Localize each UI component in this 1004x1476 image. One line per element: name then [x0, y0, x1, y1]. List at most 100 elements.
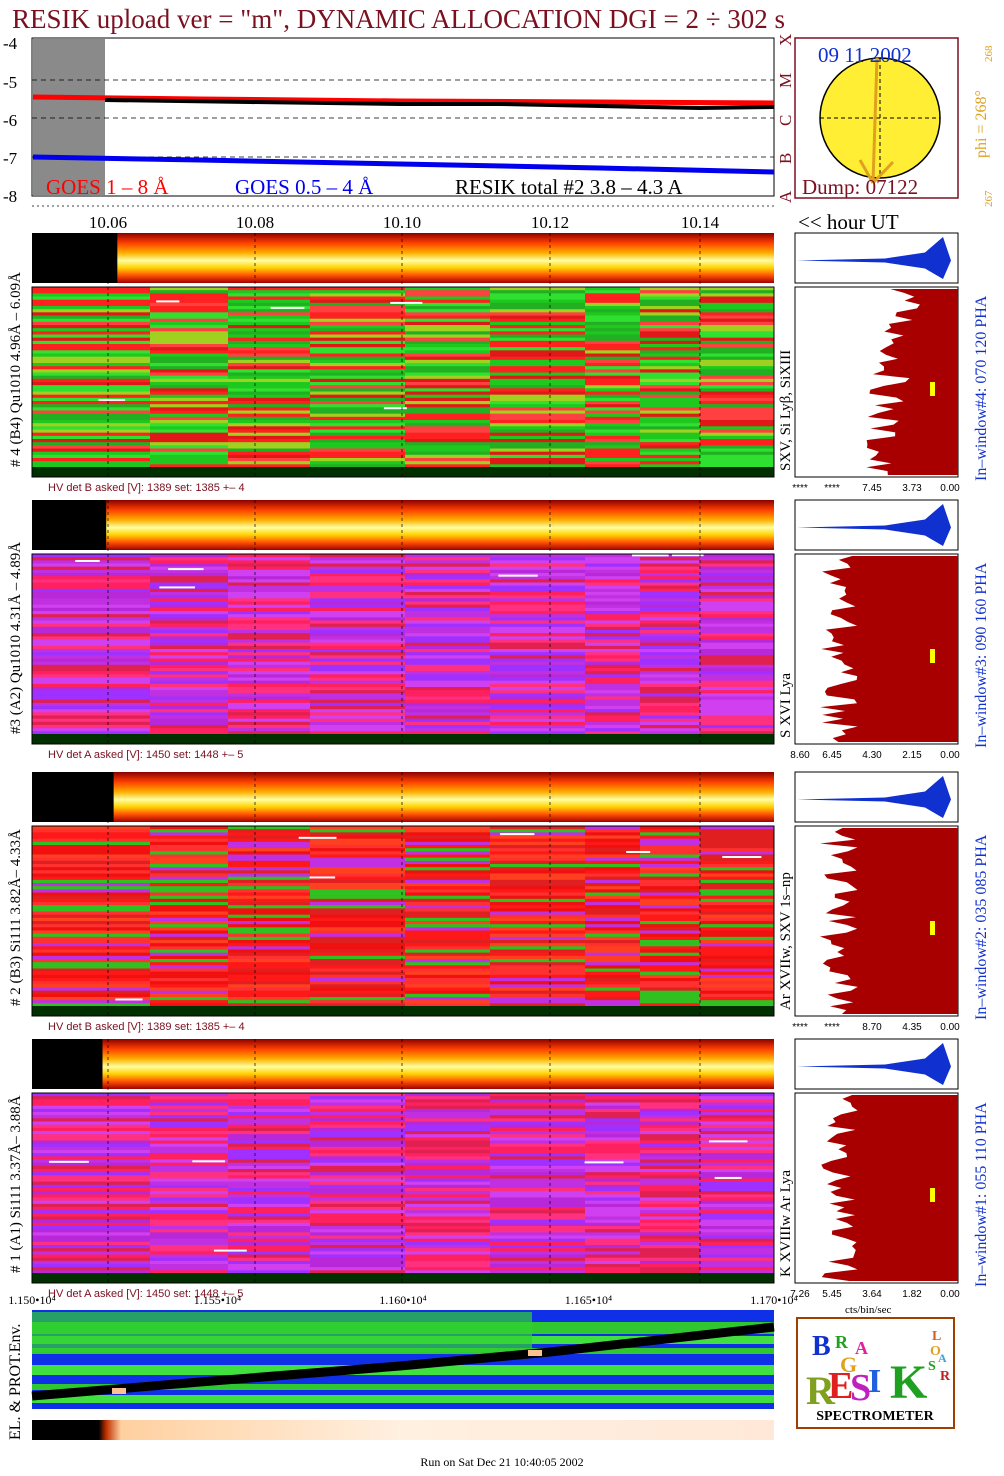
heatmap-cell — [405, 946, 490, 950]
heatmap-cell — [640, 940, 700, 944]
heatmap-cell — [640, 1102, 700, 1106]
sun-panel: 09 11 2002 Dump: 07122 phi = 268° 268 26… — [794, 37, 995, 207]
heatmap-cell — [310, 1270, 405, 1274]
heatmap-cell — [490, 404, 585, 408]
heatmap-cell — [32, 448, 150, 452]
heatmap-cell — [585, 835, 640, 839]
heatmap-cell — [700, 645, 774, 650]
heatmap-cell — [585, 315, 640, 319]
heatmap-cell — [405, 1150, 490, 1154]
heatmap-cell — [310, 614, 405, 618]
heatmap-cell — [585, 867, 640, 871]
heatmap-cell — [700, 353, 774, 357]
heatmap-cell — [700, 1131, 774, 1135]
heatmap-cell — [585, 585, 640, 590]
heatmap-cell — [405, 356, 490, 361]
heatmap-cell — [32, 1118, 150, 1122]
heatmap-cell — [490, 940, 585, 944]
heatmap-cell — [310, 990, 405, 995]
heatmap-cell — [150, 439, 228, 443]
heatmap-cell — [405, 952, 490, 957]
heatmap-cell — [490, 1213, 585, 1217]
heatmap-cell — [405, 1203, 490, 1208]
legend-resik-total: RESIK total #2 3.8 – 4.3 A — [455, 175, 683, 199]
heatmap-cell — [150, 588, 228, 593]
channel-left-label: #3 (A2) Qu1010 4.31Å – 4.89Å — [8, 542, 24, 734]
heatmap-cell — [405, 607, 490, 612]
heatmap-cell — [405, 378, 490, 383]
heatmap-cell — [310, 636, 405, 640]
heatmap-cell — [32, 293, 150, 297]
heatmap-cell — [310, 1238, 405, 1243]
heatmap-cell — [32, 445, 150, 449]
heatmap-cell — [310, 1112, 405, 1116]
heatmap-cell — [640, 1124, 700, 1129]
heatmap-frame — [31, 553, 775, 745]
heatmap-cell — [405, 879, 490, 884]
heatmap-cell — [32, 867, 150, 871]
heatmap-cell — [150, 715, 228, 719]
heatmap-cell — [640, 886, 700, 890]
heatmap-cell — [228, 309, 310, 313]
heatmap-cell — [228, 1165, 310, 1170]
heatmap-cell — [405, 911, 490, 915]
heatmap-cell — [640, 566, 700, 571]
heatmap-cell — [150, 388, 228, 392]
heatmap-cell — [700, 955, 774, 960]
heatmap-cell — [405, 582, 490, 586]
heatmap-cell — [32, 401, 150, 405]
heatmap-cell — [640, 1213, 700, 1217]
heatmap-cell — [700, 458, 774, 462]
heatmap-cell — [490, 302, 585, 307]
spectrum-tick-label: 8.70 — [862, 1022, 882, 1033]
heatmap-cell — [490, 965, 585, 969]
heatmap-cell — [700, 1143, 774, 1148]
goes-y-tick-3: -7 — [3, 149, 18, 168]
heatmap-cell — [700, 344, 774, 348]
heatmap-cell — [640, 1232, 700, 1236]
heatmap-cell — [700, 718, 774, 723]
heatmap-cell — [640, 971, 700, 976]
heatmap-cell — [585, 1156, 640, 1160]
heatmap-cell — [700, 356, 774, 361]
heatmap-cell — [490, 921, 585, 925]
heatmap-cell — [228, 959, 310, 963]
heatmap-cell — [32, 687, 150, 691]
heatmap-cell — [310, 946, 405, 950]
heatmap-cell — [228, 1197, 310, 1201]
heatmap-cell — [490, 375, 585, 380]
heatmap-cell — [32, 658, 150, 662]
heatmap-cell — [490, 1241, 585, 1246]
heatmap-cell — [700, 870, 774, 874]
heatmap-cell — [150, 1229, 228, 1233]
heatmap-cell — [310, 595, 405, 599]
heatmap-cell — [405, 683, 490, 688]
spectrum-tick-label: 4.35 — [902, 1022, 922, 1033]
heatmap-cell — [700, 1229, 774, 1233]
heatmap-cell — [32, 363, 150, 367]
heatmap-cell — [405, 340, 490, 345]
heatmap-cell — [405, 933, 490, 938]
heatmap-cell — [228, 696, 310, 700]
heatmap-cell — [150, 601, 228, 605]
heatmap-cell — [228, 423, 310, 427]
heatmap-cell — [700, 620, 774, 624]
heatmap-cell — [32, 680, 150, 685]
goes-long-line — [32, 94, 775, 106]
heatmap-cell — [32, 458, 150, 462]
heatmap-cell — [700, 331, 774, 335]
heatmap-cell — [228, 1178, 310, 1182]
goes-y-tick-2: -6 — [3, 111, 17, 130]
heatmap-cell — [585, 706, 640, 710]
heatmap-cell — [32, 1197, 150, 1201]
heatmap-cell — [32, 633, 150, 637]
heatmap-cell — [640, 854, 700, 858]
heatmap-cell — [405, 677, 490, 681]
heatmap-cell — [150, 407, 228, 411]
heatmap-cell — [700, 649, 774, 653]
heatmap-cell — [640, 394, 700, 399]
profile-strip-dead-zone — [32, 233, 118, 283]
heatmap-cell — [700, 633, 774, 637]
heatmap-cell — [310, 652, 405, 656]
heatmap-cell — [32, 838, 150, 843]
